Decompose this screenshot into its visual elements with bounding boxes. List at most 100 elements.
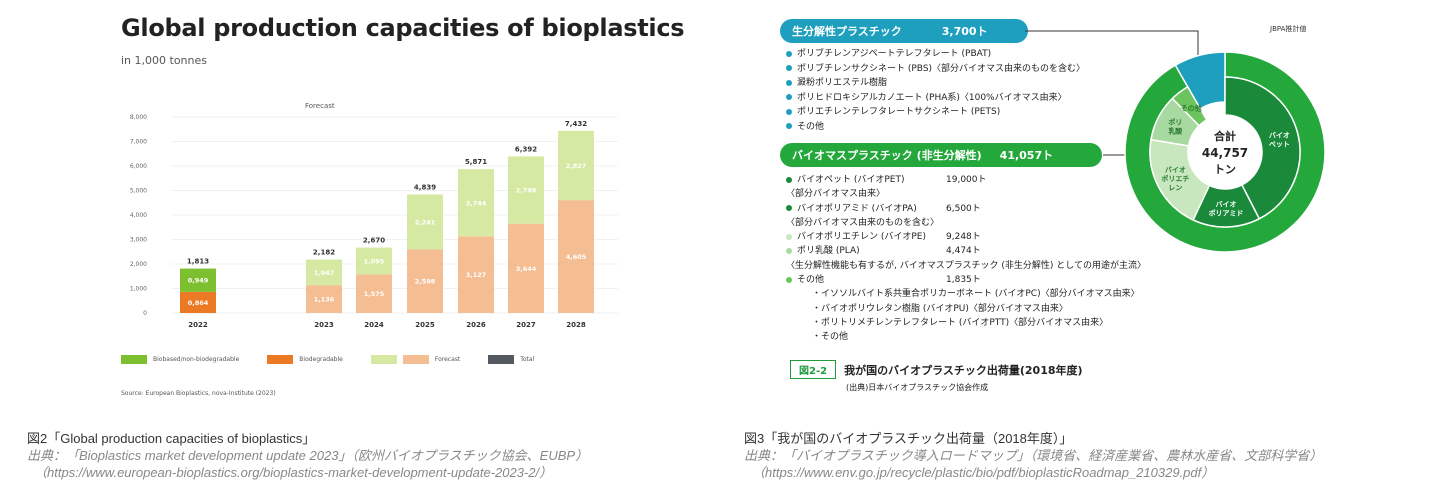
donut-center-total-label: 合計 xyxy=(1214,129,1236,143)
bar-total-label: 1,813 xyxy=(187,258,209,266)
list-item-value: 1,835ト xyxy=(946,275,981,286)
biodegradable-label: 生分解性プラスチック xyxy=(792,25,902,38)
biomass-list: バイオペット (バイオPET) 19,000ト 〈部分バイオマス由来〉 バイオポリアミ… xyxy=(786,173,1146,345)
bar-segment xyxy=(508,156,544,224)
legend-swatch xyxy=(370,355,397,364)
biodegradable-list-item: ポリブチレンサクシネート (PBS)〈部分バイオマス由来のものを含む〉 xyxy=(786,62,1085,77)
bar-chart: 0 1,000 2,000 3,000 4,000 5,000 6,000 7,000 8,00… xyxy=(130,102,618,329)
bullet-dot xyxy=(786,205,792,212)
legend-swatch xyxy=(402,355,429,364)
biodegradable-list-item: ポリヒドロキシアルカノエート (PHA系)〈100%バイオマス由来〉 xyxy=(786,91,1085,106)
legend-item: Forecast xyxy=(370,355,461,364)
biomass-value: 41,057ト xyxy=(999,149,1054,162)
y-tick-label: 2,000 xyxy=(130,261,147,268)
biomass-list-item: バイオポリエチレン (バイオPE) 9,248ト xyxy=(786,230,1146,244)
list-item-text: ポリブチレンアジペートテレフタレート (PBAT) xyxy=(797,49,992,59)
biodegradable-list: ポリブチレンアジペートテレフタレート (PBAT) ポリブチレンサクシネート (P… xyxy=(786,47,1085,134)
biodegradable-pill: 生分解性プラスチック 3,700ト xyxy=(780,19,1028,43)
bar-value-label: 4,605 xyxy=(566,253,587,261)
biomass-list-item: バイオポリアミド (バイオPA) 6,500ト xyxy=(786,202,1146,216)
bar-segment xyxy=(306,285,342,313)
bar-value-label: 0,949 xyxy=(188,277,209,285)
bar-segment xyxy=(407,194,443,250)
bar-value-label: 1,047 xyxy=(314,269,335,277)
right-caption-title: 図3「我が国のバイオプラスチック出荷量（2018年度）」 xyxy=(744,431,1073,446)
legend-label: Total xyxy=(520,356,535,363)
list-item-note: 〈生分解性機能も有するが, バイオマスプラスチック (非生分解性) としての用途… xyxy=(786,260,1147,271)
forecast-label: Forecast xyxy=(305,102,335,110)
y-tick-label: 8,000 xyxy=(130,114,147,121)
biomass-label: バイオマスプラスチック (非生分解性) xyxy=(792,149,982,162)
list-item-value: 6,500ト xyxy=(946,203,981,214)
x-tick-label: 2026 xyxy=(466,321,486,329)
chart-legend: Biobased/non-biodegradable Biodegradable F… xyxy=(121,355,534,364)
donut-slice-label: ポリエチ xyxy=(1161,174,1189,183)
bar-segment xyxy=(356,247,392,275)
bar-value-label: 2,744 xyxy=(466,199,487,207)
donut-slice-label: 乳酸 xyxy=(1168,127,1183,136)
bar-segment xyxy=(558,200,594,313)
bar-value-label: 1,136 xyxy=(314,296,335,304)
legend-item: Total xyxy=(488,355,534,364)
list-item-text: ポリブチレンサクシネート (PBS)〈部分バイオマス由来のものを含む〉 xyxy=(797,63,1086,74)
list-item-text: バイオポリエチレン (バイオPE) xyxy=(797,232,926,243)
bullet-dot xyxy=(786,65,792,71)
list-item-text: 澱粉ポリエステル樹脂 xyxy=(797,78,888,88)
right-caption-url[interactable]: （https://www.env.go.jp/recycle/plastic/b… xyxy=(752,465,1215,480)
list-item-text: ポリヒドロキシアルカノエート (PHA系)〈100%バイオマス由来〉 xyxy=(797,92,1067,103)
other-item: ・イソソルバイト系共重合ポリカーボネート (バイオPC)〈部分バイオマス由来〉 xyxy=(812,289,1140,300)
bar-total-label: 5,871 xyxy=(465,158,487,166)
legend-swatch xyxy=(121,355,147,364)
legend-item: Biobased/non-biodegradable xyxy=(121,355,239,364)
biomass-pill: バイオマスプラスチック (非生分解性) 41,057ト xyxy=(780,143,1102,167)
x-tick-label: 2022 xyxy=(188,321,208,329)
y-tick-label: 5,000 xyxy=(130,188,147,195)
bar-value-label: 2,748 xyxy=(516,187,537,195)
x-tick-label: 2028 xyxy=(566,321,586,329)
legend-label: Biobased/non-biodegradable xyxy=(153,356,240,363)
legend-label: Biodegradable xyxy=(299,356,343,363)
bullet-dot xyxy=(786,50,792,57)
bar-segment xyxy=(180,291,216,313)
donut-center-total-value: 44,757 xyxy=(1202,146,1248,160)
bar-segment xyxy=(508,223,544,313)
other-item: ・その他 xyxy=(812,332,849,343)
chart-unit: in 1,000 tonnes xyxy=(121,54,207,67)
legend-item: Biodegradable xyxy=(267,355,343,364)
left-caption-url[interactable]: （https://www.european-bioplastics.org/bi… xyxy=(34,465,553,480)
bar-value-label: 0,864 xyxy=(188,299,209,307)
list-item-text: バイオポリアミド (バイオPA) xyxy=(797,203,917,214)
biomass-list-item: その他 1,835ト xyxy=(786,273,1146,287)
bullet-dot xyxy=(786,108,792,115)
biodegradable-value: 3,700ト xyxy=(941,25,988,38)
donut-slice-label: バイオ xyxy=(1269,131,1290,139)
bar-segment xyxy=(306,259,342,286)
left-caption-title: 図2「Global production capacities of biopl… xyxy=(27,431,316,446)
donut-slice-label: レン xyxy=(1168,184,1182,192)
bullet-dot xyxy=(786,176,792,183)
bar-total-label: 2,182 xyxy=(313,249,335,257)
bar-segment xyxy=(558,130,594,201)
legend-label: Forecast xyxy=(434,356,461,363)
x-tick-label: 2025 xyxy=(415,321,435,329)
y-tick-label: 6,000 xyxy=(130,163,147,170)
legend-swatch xyxy=(267,355,294,364)
x-tick-label: 2023 xyxy=(314,321,334,329)
other-item: ・ポリトリメチレンテレフタレート (バイオPTT)〈部分バイオマス由来〉 xyxy=(812,317,1109,328)
bar-value-label: 1,095 xyxy=(364,257,385,265)
bar-segment xyxy=(458,169,494,237)
bullet-dot xyxy=(786,247,792,254)
bullet-dot xyxy=(786,276,792,283)
bar-value-label: 1,575 xyxy=(364,290,385,298)
bar-value-label: 3,644 xyxy=(516,265,537,273)
list-item-value: 4,474ト xyxy=(946,246,981,257)
donut-slice-label: バイオ xyxy=(1216,200,1237,208)
donut-slice-label: ペット xyxy=(1269,140,1290,148)
list-item-text: その他 xyxy=(797,275,825,286)
figure-number: 図2-2 xyxy=(790,360,837,379)
bar-total-label: 7,432 xyxy=(565,120,587,128)
biodegradable-list-item: その他 xyxy=(786,120,1085,135)
left-caption-source: 出典：「Bioplastics market development updat… xyxy=(27,448,589,463)
biodegradable-list-item: 澱粉ポリエステル樹脂 xyxy=(786,76,1085,91)
other-item: ・バイオポリウレタン樹脂 (バイオPU)〈部分バイオマス由来〉 xyxy=(812,303,1068,314)
